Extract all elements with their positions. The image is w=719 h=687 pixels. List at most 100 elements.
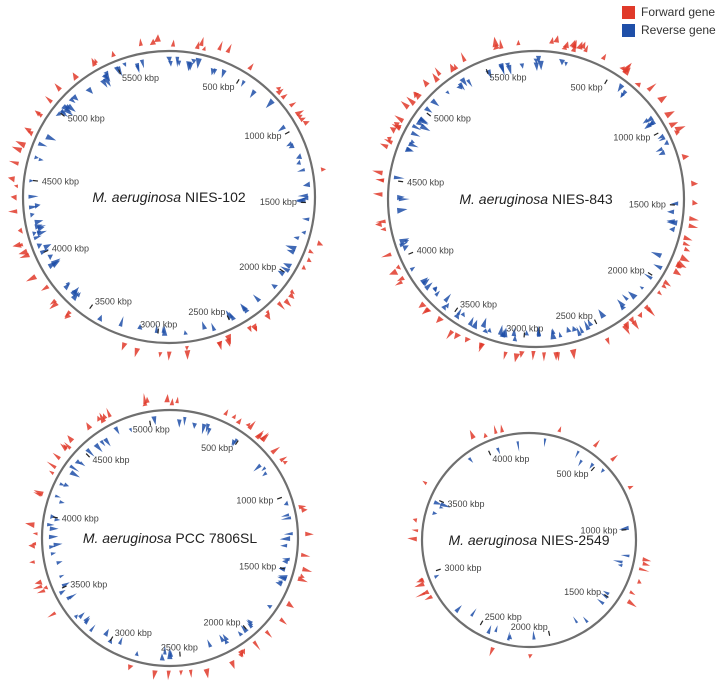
tick-mark [279,268,285,273]
tick-mark [593,319,598,325]
forward-gene-mark [446,329,455,340]
reverse-gene-mark [602,590,610,596]
reverse-gene-mark [279,536,291,541]
reverse-gene-mark [620,89,628,99]
tick-label: 1500 kbp [239,562,276,572]
reverse-gene-mark [612,560,623,564]
forward-gene-mark [10,194,17,201]
forward-gene-mark [67,435,75,444]
forward-gene-mark [216,340,223,347]
tick-label: 3500 kbp [448,499,485,509]
reverse-gene-mark [134,651,139,657]
reverse-gene-mark [302,217,310,222]
reverse-gene-mark [532,630,536,640]
forward-gene-mark [305,531,314,537]
reverse-gene-mark [177,419,182,428]
forward-gene-mark [52,452,61,461]
reverse-gene-mark [480,317,487,329]
tick-mark [149,420,152,426]
forward-gene-mark [629,590,636,596]
forward-gene-mark [103,413,108,420]
tick-label: 5000 kbp [68,114,105,124]
forward-gene-mark [379,143,389,150]
forward-gene-mark [91,57,98,67]
reverse-gene-mark [642,118,649,124]
forward-gene-mark [460,52,467,63]
forward-gene-mark [247,420,256,430]
forward-gene-mark [217,40,223,51]
reverse-gene-mark [169,649,174,657]
forward-gene-mark [7,176,15,183]
reverse-gene-mark [63,482,70,487]
reverse-gene-mark [69,464,80,472]
tick-mark [604,594,609,598]
forward-gene-mark [528,654,533,659]
forward-gene-mark [375,221,382,227]
reverse-gene-mark [499,65,505,76]
reverse-gene-mark [70,94,79,101]
reverse-gene-mark [415,120,425,127]
reverse-gene-mark [653,264,663,271]
forward-gene-mark [235,418,242,425]
tick-mark [604,79,608,85]
forward-gene-mark [225,333,231,345]
tick-label: 4000 kbp [62,514,99,524]
forward-gene-mark [43,585,49,590]
forward-gene-mark [424,594,433,601]
reverse-gene-mark [68,593,77,600]
genome-ring [40,408,300,668]
forward-gene-mark [301,264,306,270]
strain-name: NIES-843 [548,191,613,207]
forward-gene-mark [154,34,161,42]
reverse-gene-mark [424,282,433,291]
forward-gene-mark [270,446,281,455]
strain-name: NIES-2549 [537,532,610,548]
reverse-gene-mark [280,516,292,520]
tick-label: 2500 kbp [161,643,198,653]
forward-gene-mark [414,581,425,588]
reverse-gene-mark [524,330,529,336]
forward-gene-mark [175,396,179,404]
reverse-gene-mark [487,327,492,333]
reverse-gene-mark [246,619,254,627]
forward-gene-mark [275,86,282,92]
forward-gene-mark [54,83,62,92]
forward-gene-mark [179,670,183,676]
tick-label: 2500 kbp [556,311,593,321]
forward-gene-mark [185,345,189,351]
forward-gene-mark [531,351,536,361]
forward-gene-mark [393,122,400,129]
forward-gene-mark [657,290,662,296]
forward-gene-mark [94,58,98,64]
forward-gene-mark [610,454,618,462]
reverse-gene-mark [589,462,595,469]
forward-gene-mark [626,599,637,608]
reverse-gene-mark [424,106,433,113]
reverse-gene-mark [617,563,623,568]
reverse-gene-mark [69,470,80,478]
reverse-gene-mark [454,605,462,614]
reverse-gene-mark [566,326,572,333]
reverse-gene-mark [159,653,165,661]
species-name: M. aeruginosa [92,189,181,205]
reverse-gene-mark [579,325,585,334]
reverse-gene-mark [533,58,539,64]
reverse-gene-mark [409,266,416,272]
reverse-gene-mark [33,235,42,241]
forward-gene-mark [663,279,672,287]
reverse-gene-mark [267,605,273,609]
forward-gene-mark [302,566,313,572]
reverse-gene-mark [512,335,518,342]
forward-gene-mark [299,117,306,123]
reverse-gene-mark [221,69,227,79]
forward-gene-mark [170,39,176,47]
tick-label: 3500 kbp [95,296,132,306]
forward-gene-mark [400,101,410,110]
forward-gene-mark [642,557,652,562]
forward-gene-mark [45,96,53,104]
reverse-gene-mark [54,517,61,522]
forward-gene-mark [622,63,631,74]
tick-label: 5500 kbp [489,73,526,83]
reverse-gene-mark [506,631,510,641]
forward-gene-mark [689,216,699,221]
